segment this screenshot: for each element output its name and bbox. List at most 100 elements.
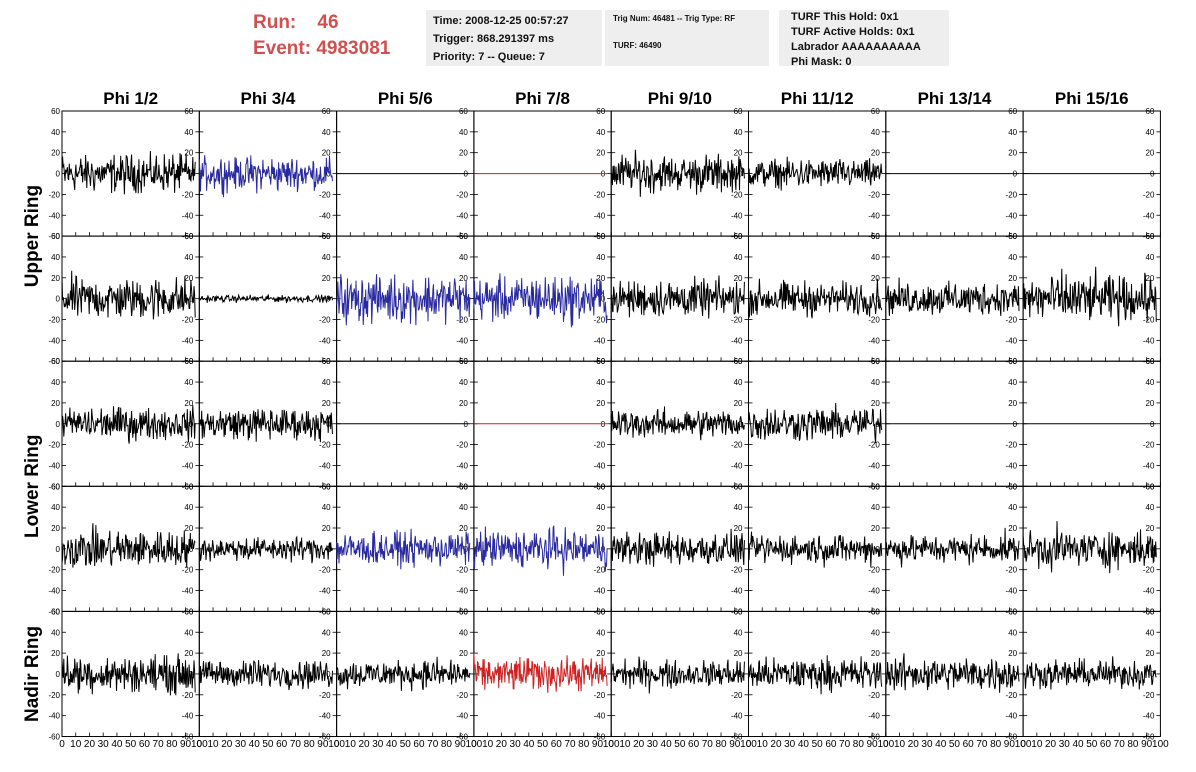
y-tick-label-right: -60 [1006,482,1018,491]
run-label: Run: [253,12,297,33]
waveform-trace [748,655,883,695]
x-tick-label: 70 [427,739,439,750]
x-tick-label: 20 [496,739,508,750]
waveform-trace [198,155,333,198]
waveform-trace [336,528,471,570]
y-tick-label-right: 20 [184,649,193,658]
y-tick-label-right: -20 [182,190,194,199]
y-tick-label-right: 60 [871,607,880,616]
y-tick-label-right: -40 [594,336,606,345]
x-tick-label: 60 [139,739,151,750]
y-tick-label-right: 40 [871,378,880,387]
y-tick-label-right: 20 [734,149,743,158]
column-title: Phi 13/14 [918,89,992,108]
time-info-box: Time: 2008-12-25 00:57:27 Trigger: 868.2… [426,10,602,66]
y-tick-label-right: -60 [1006,357,1018,366]
y-tick-label-right: 40 [596,128,605,137]
y-tick-label-right: -20 [1143,316,1155,325]
y-tick-label-right: -60 [182,232,194,241]
y-tick-label: 60 [51,107,60,116]
phi-mask-text: Phi Mask: 0 [791,56,852,68]
y-tick-label-right: 20 [1008,149,1017,158]
y-tick-label-right: -60 [1143,733,1155,742]
y-tick-label-right: 40 [596,628,605,637]
x-tick-label: 70 [290,739,302,750]
y-tick-label-right: 20 [184,524,193,533]
x-tick-label: 90 [867,739,879,750]
x-tick-label: 90 [592,739,604,750]
y-tick-label-right: 20 [322,274,331,283]
y-tick-label-right: -20 [731,316,743,325]
y-tick-label-right: 20 [184,274,193,283]
x-tick-label: 10 [482,739,494,750]
waveform-trace [1022,656,1157,690]
y-tick-label-right: -40 [594,211,606,220]
y-tick-label-right: -60 [456,357,468,366]
x-tick-label: 20 [221,739,233,750]
y-tick-label-right: 40 [1008,253,1017,262]
waveform-trace [748,402,883,444]
y-tick-label: 40 [51,128,60,137]
x-tick-label: 100 [1152,739,1169,750]
x-tick-label: 0 [471,739,477,750]
y-tick-label-right: 60 [734,607,743,616]
x-tick-label: 50 [812,739,824,750]
column-title: Phi 5/6 [378,89,433,108]
waveform-trace [610,528,745,567]
trig-num-text: Trig Num: 46481 -- Trig Type: RF [613,14,736,23]
y-tick-label-right: 60 [734,482,743,491]
waveform-trace [1022,521,1157,574]
y-tick-label-right: -40 [1143,587,1155,596]
x-tick-label: 20 [84,739,96,750]
x-tick-label: 80 [304,739,316,750]
y-tick-label-right: 60 [871,482,880,491]
y-tick-label: -60 [48,733,60,742]
trigger-text: Trigger: 868.291397 ms [433,33,555,45]
y-tick-label-right: 60 [1008,607,1017,616]
y-tick-label-right: -60 [731,232,743,241]
y-tick-label-right: 40 [1008,378,1017,387]
y-tick-label-right: -20 [1143,190,1155,199]
x-tick-label: 60 [551,739,563,750]
turf-active-holds-text: TURF Active Holds: 0x1 [791,26,915,38]
waveform-trace [198,409,333,443]
y-tick-label-right: -40 [182,587,194,596]
x-tick-label: 50 [125,739,137,750]
y-tick-label-right: 40 [322,503,331,512]
waveform-trace [885,653,1020,693]
x-tick-label: 100 [740,739,757,750]
y-tick-label-right: -40 [456,336,468,345]
y-tick-label-right: 20 [871,649,880,658]
y-tick-label-right: -60 [1143,482,1155,491]
x-tick-label: 40 [661,739,673,750]
y-tick-label: -40 [48,461,60,470]
y-tick-label-right: -60 [319,232,331,241]
y-tick-label-right: 40 [459,503,468,512]
y-tick-label-right: 40 [184,378,193,387]
y-tick-label-right: -60 [1006,232,1018,241]
y-tick-label-right: 40 [184,128,193,137]
y-tick-label-right: -40 [868,461,880,470]
waveform-trace [885,277,1020,317]
y-tick-label-right: -40 [1006,587,1018,596]
y-tick-label-right: -20 [1006,316,1018,325]
y-tick-label-right: 60 [459,607,468,616]
y-tick-label-right: 40 [1008,128,1017,137]
y-tick-label-right: -20 [1006,566,1018,575]
priority-text: Priority: 7 -- Queue: 7 [433,51,545,63]
y-tick-label-right: -40 [1143,336,1155,345]
x-tick-label: 0 [197,739,203,750]
y-tick-label-right: 0 [738,295,743,304]
y-tick-label-right: 60 [871,107,880,116]
y-tick-label: 60 [51,607,60,616]
waveform-trace [610,275,745,319]
y-tick-label-right: 60 [596,607,605,616]
y-tick-label-right: -20 [456,441,468,450]
y-tick-label-right: -20 [1006,441,1018,450]
y-tick-label: 40 [51,628,60,637]
y-tick-label-right: -60 [319,733,331,742]
x-tick-label: 0 [1020,739,1026,750]
y-tick-label-right: 20 [184,149,193,158]
column-title: Phi 9/10 [648,89,712,108]
x-tick-label: 80 [441,739,453,750]
